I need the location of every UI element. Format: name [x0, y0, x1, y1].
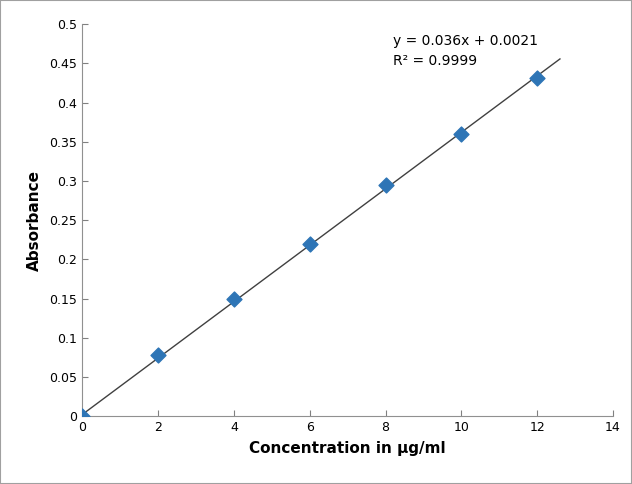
Point — [77, 412, 87, 420]
Point — [380, 181, 391, 189]
Text: y = 0.036x + 0.0021: y = 0.036x + 0.0021 — [393, 34, 538, 48]
Point — [229, 296, 239, 303]
Point — [305, 240, 315, 248]
Point — [532, 74, 542, 81]
X-axis label: Concentration in μg/ml: Concentration in μg/ml — [249, 441, 446, 456]
Text: R² = 0.9999: R² = 0.9999 — [393, 54, 477, 68]
Y-axis label: Absorbance: Absorbance — [27, 170, 42, 271]
Point — [153, 351, 163, 359]
Point — [456, 130, 466, 138]
